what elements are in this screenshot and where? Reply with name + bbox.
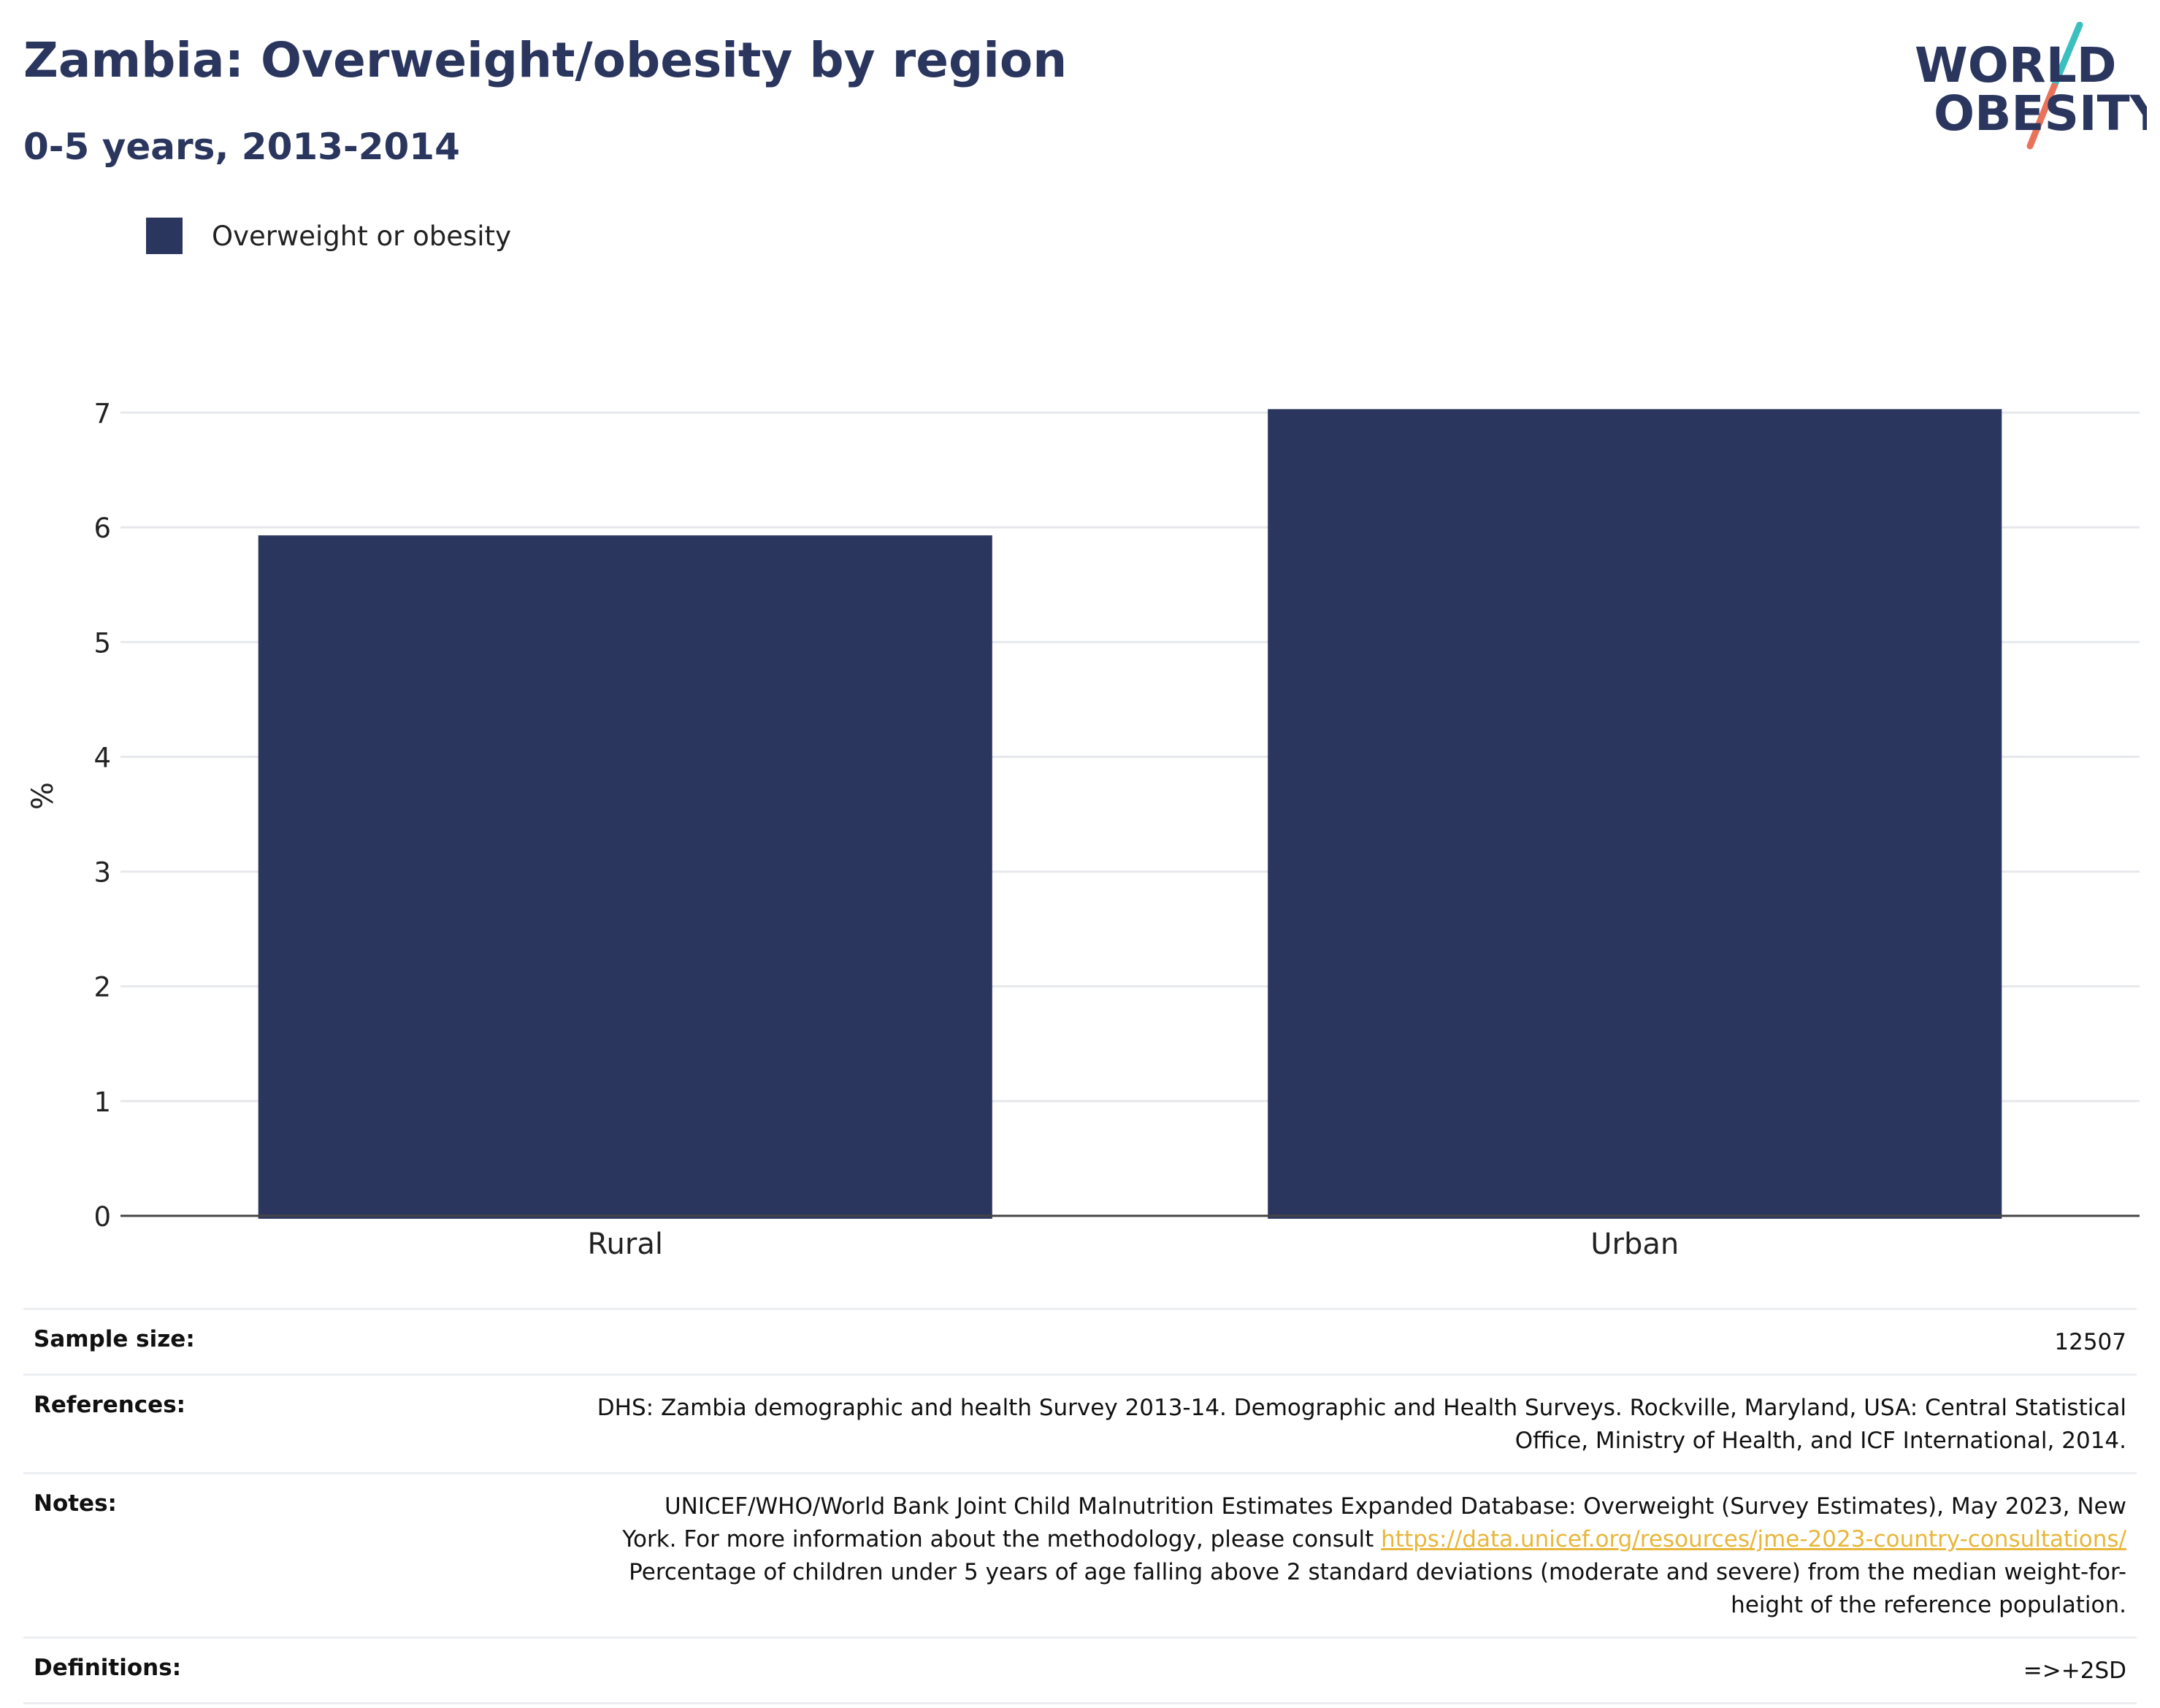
references-label: References:	[34, 1392, 186, 1418]
y-tick-label: 4	[93, 742, 111, 773]
x-tick-label: Rural	[588, 1228, 663, 1261]
y-tick-label: 2	[93, 972, 111, 1003]
y-tick-label: 5	[93, 627, 111, 659]
notes-value: UNICEF/WHO/World Bank Joint Child Malnut…	[622, 1490, 2126, 1622]
sample-size-label: Sample size:	[34, 1326, 195, 1352]
y-axis-label: %	[26, 782, 60, 810]
legend-label: Overweight or obesity	[212, 220, 511, 252]
y-tick-label: 7	[93, 398, 111, 429]
definitions-label: Definitions:	[34, 1655, 182, 1681]
notes-line3: Percentage of children under 5 years of …	[629, 1559, 2126, 1585]
chart-title: Zambia: Overweight/obesity by region	[23, 32, 1068, 88]
info-row-sample-size: Sample size: 12507	[23, 1308, 2137, 1374]
bar-urban	[1268, 409, 2002, 1219]
info-row-notes: Notes: UNICEF/WHO/World Bank Joint Child…	[23, 1472, 2137, 1636]
references-value: DHS: Zambia demographic and health Surve…	[597, 1392, 2126, 1458]
bars	[258, 409, 2002, 1219]
notes-line1: UNICEF/WHO/World Bank Joint Child Malnut…	[664, 1493, 2126, 1520]
references-line2: Office, Ministry of Health, and ICF Inte…	[1514, 1428, 2126, 1454]
notes-line4: height of the reference population.	[1731, 1592, 2126, 1618]
y-tick-labels: 0 1 2 3 4 5 6 7	[93, 398, 111, 1233]
legend-swatch	[146, 218, 183, 254]
info-table: Sample size: 12507 References: DHS: Zamb…	[23, 1308, 2137, 1704]
y-tick-label: 1	[93, 1087, 111, 1118]
bar-rural	[258, 535, 992, 1219]
y-tick-label: 0	[93, 1201, 111, 1233]
chart-subtitle: 0-5 years, 2013-2014	[23, 126, 460, 168]
world-obesity-logo: WORLD OBESITY	[1915, 22, 2147, 150]
info-row-definitions: Definitions: =>+2SD	[23, 1636, 2137, 1704]
logo-slash-bottom	[2026, 83, 2058, 150]
y-tick-label: 6	[93, 513, 111, 544]
sample-size-value: 12507	[2054, 1329, 2126, 1355]
logo-line1: WORLD	[1915, 37, 2117, 93]
info-row-references: References: DHS: Zambia demographic and …	[23, 1374, 2137, 1472]
y-tick-label: 3	[93, 857, 111, 889]
x-tick-labels: Rural Urban	[588, 1228, 1680, 1261]
logo-slash-top	[2050, 22, 2083, 90]
notes-line2: York. For more information about the met…	[622, 1526, 1382, 1552]
notes-label: Notes:	[34, 1490, 117, 1517]
references-line1: DHS: Zambia demographic and health Surve…	[597, 1395, 2126, 1421]
chart-legend: Overweight or obesity	[146, 218, 511, 254]
logo-line2: OBESITY	[1934, 85, 2147, 142]
notes-methodology-link[interactable]: https://data.unicef.org/resources/jme-20…	[1381, 1526, 2126, 1552]
definitions-value: =>+2SD	[2023, 1658, 2126, 1684]
bar-chart: 0 1 2 3 4 5 6 7 Rural Urban %	[26, 398, 2140, 1261]
x-tick-label: Urban	[1590, 1228, 1679, 1261]
